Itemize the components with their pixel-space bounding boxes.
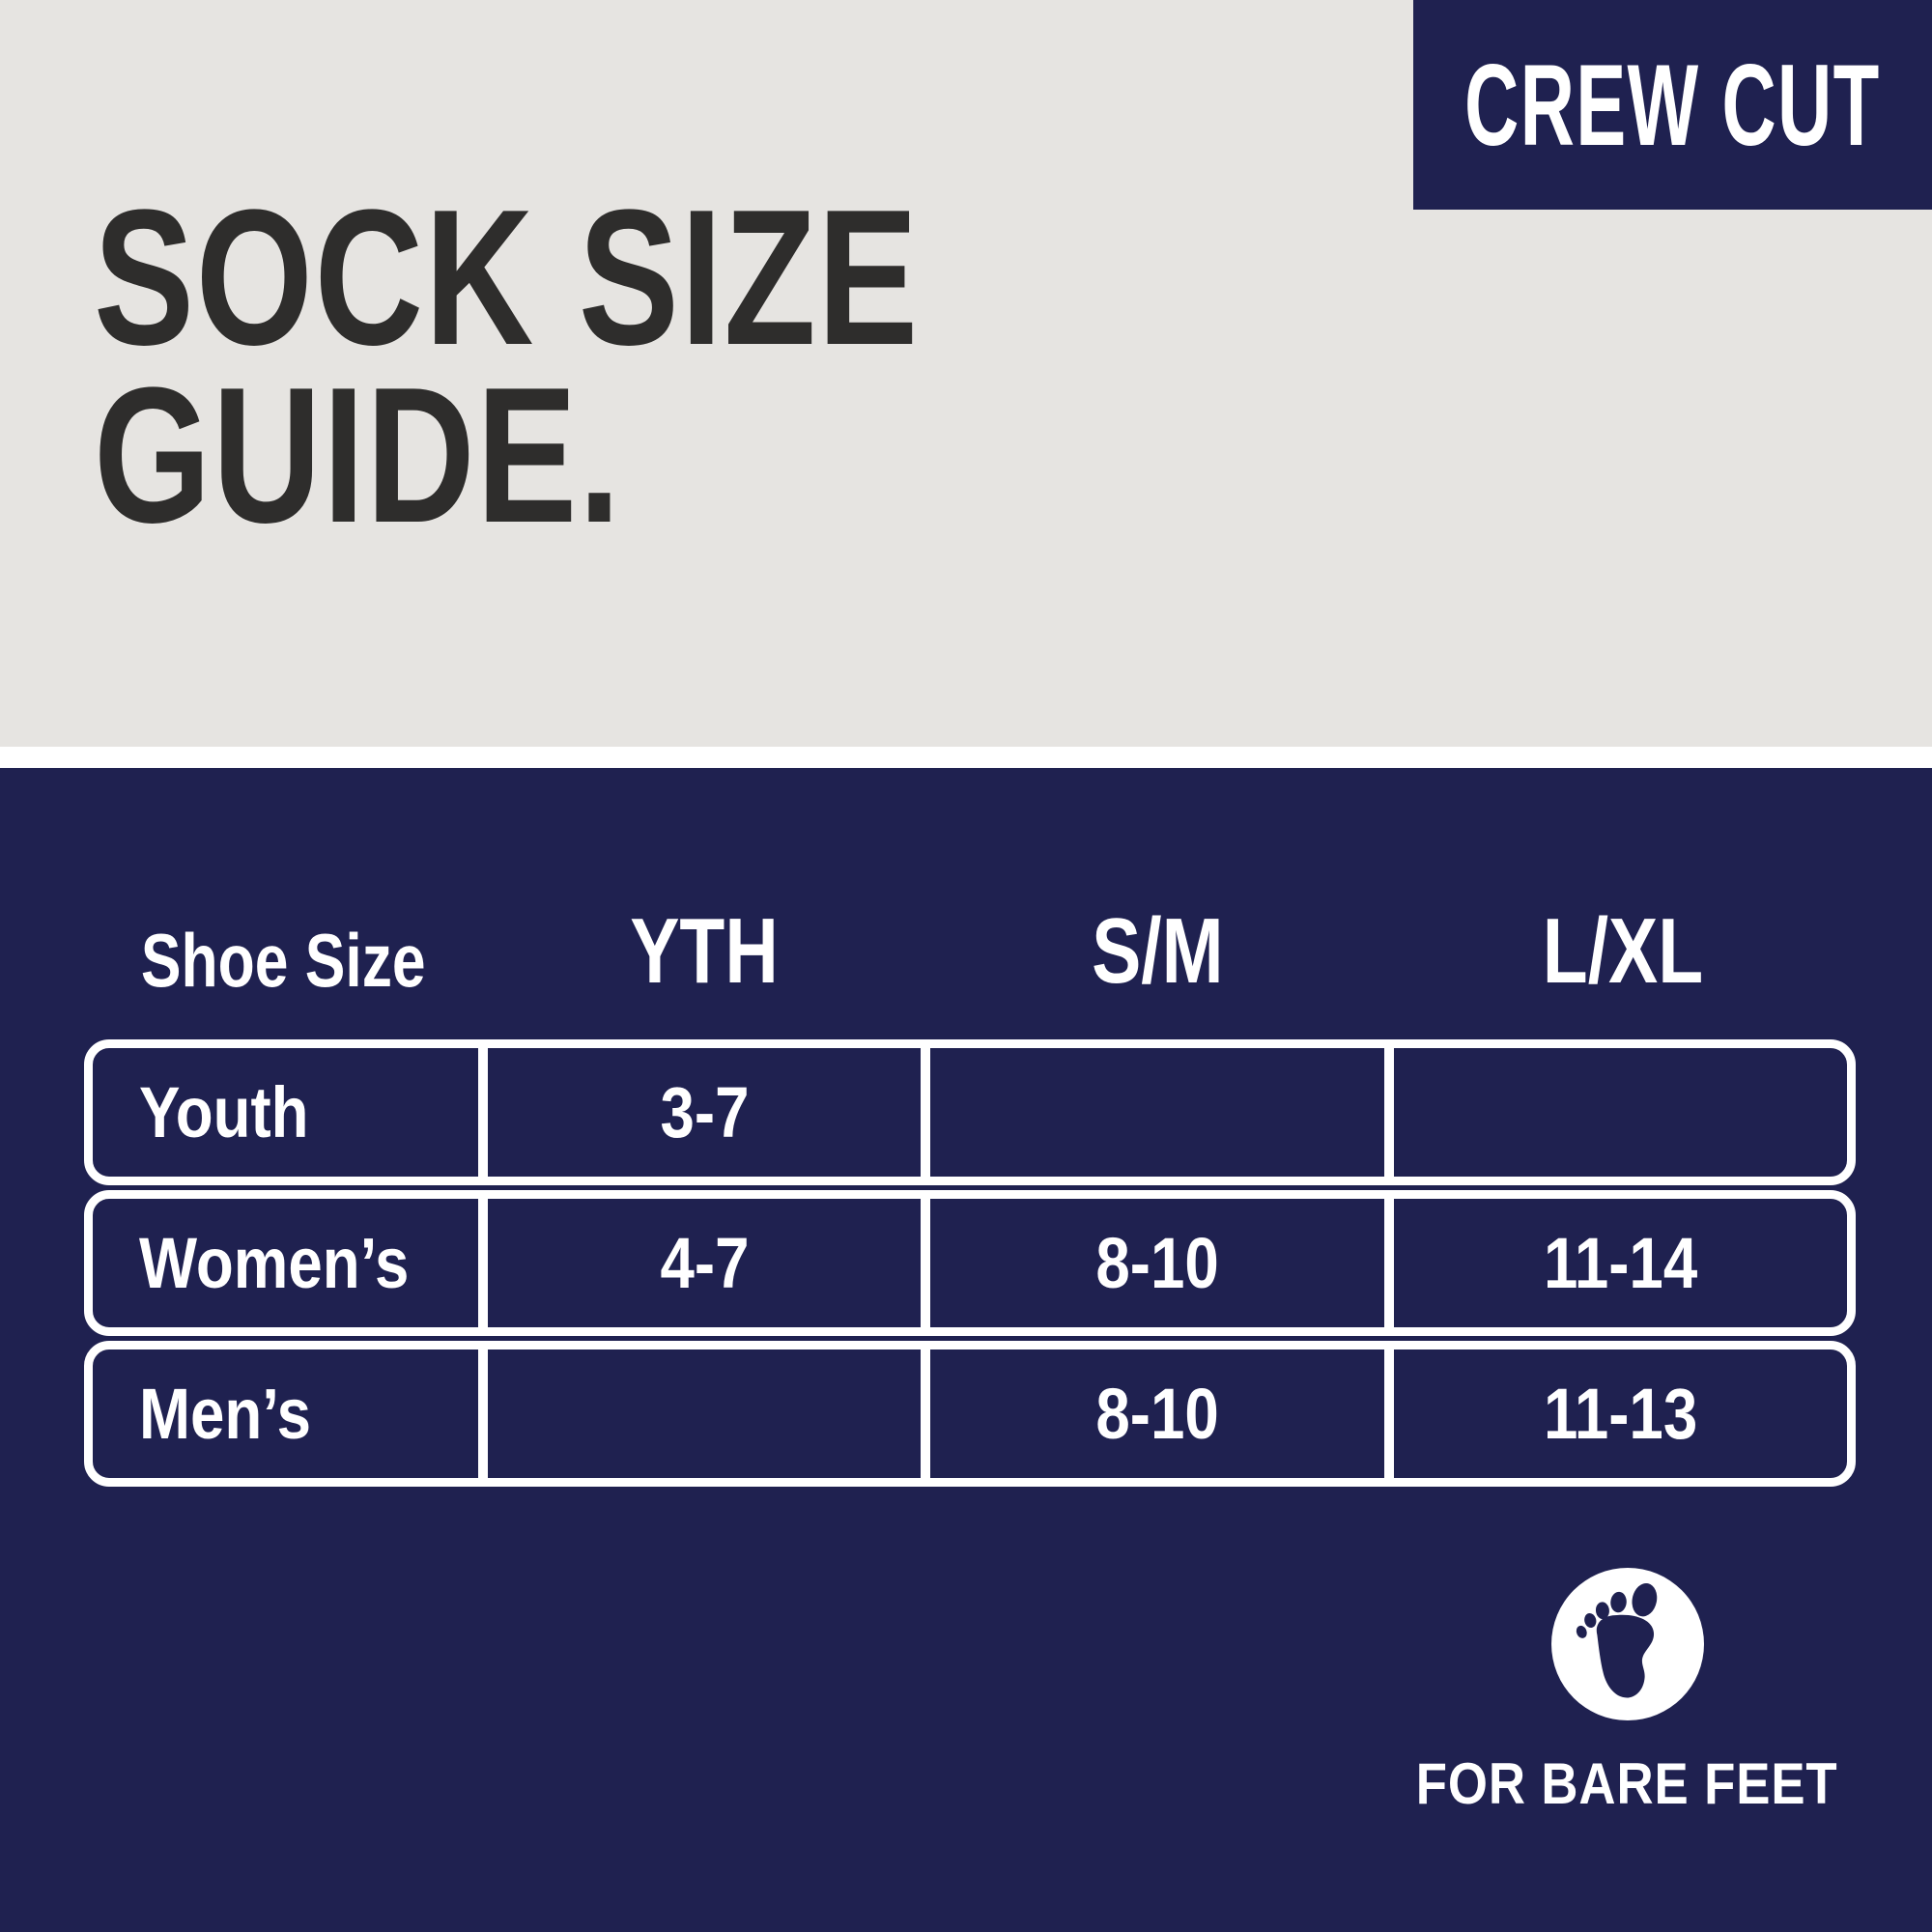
cell-womens-yth: 4-7 — [488, 1199, 930, 1327]
page-title-line-1: SOCK SIZE — [94, 170, 920, 385]
row-label-cell: Men’s — [93, 1350, 488, 1478]
size-table: Youth 3-7 Women’s 4-7 — [84, 1039, 1856, 1487]
cell-womens-lxl: 11-14 — [1543, 1222, 1698, 1303]
table-row-mens: Men’s 8-10 11-13 — [84, 1341, 1856, 1487]
table-row-youth: Youth 3-7 — [84, 1039, 1856, 1185]
cell-youth-sm — [930, 1048, 1394, 1177]
crew-cut-badge-label: CREW CUT — [1464, 40, 1881, 170]
panel-divider — [0, 747, 1932, 768]
cell-mens-lxl: 11-13 — [1543, 1373, 1698, 1454]
cell-mens-sm: 8-10 — [930, 1350, 1394, 1478]
table-row-womens: Women’s 4-7 8-10 11-14 — [84, 1190, 1856, 1336]
size-table-header-row: Shoe Size YTH S/M L/XL — [84, 892, 1856, 1003]
column-header-shoe-size: Shoe Size — [141, 918, 426, 1003]
page-title-line-2: GUIDE. — [94, 348, 622, 563]
column-header-yth: YTH — [630, 899, 779, 1003]
brand-logo — [1551, 1568, 1704, 1720]
brand-name: FOR BARE FEET — [1415, 1751, 1838, 1816]
row-label-cell: Women’s — [93, 1199, 488, 1327]
cell-youth-yth: 3-7 — [488, 1048, 930, 1177]
page-title: SOCK SIZE GUIDE. — [94, 170, 920, 563]
column-header-sm: S/M — [1091, 899, 1224, 1003]
row-label-cell: Youth — [93, 1048, 488, 1177]
crew-cut-badge: CREW CUT — [1413, 0, 1932, 210]
cell-youth-lxl — [1394, 1048, 1847, 1177]
cell-mens-yth — [488, 1350, 930, 1478]
footprint-icon — [1576, 1582, 1658, 1698]
cell-womens-sm: 8-10 — [930, 1199, 1394, 1327]
size-chart-panel: Shoe Size YTH S/M L/XL Youth 3-7 — [0, 768, 1932, 1932]
column-header-lxl: L/XL — [1542, 899, 1703, 1003]
